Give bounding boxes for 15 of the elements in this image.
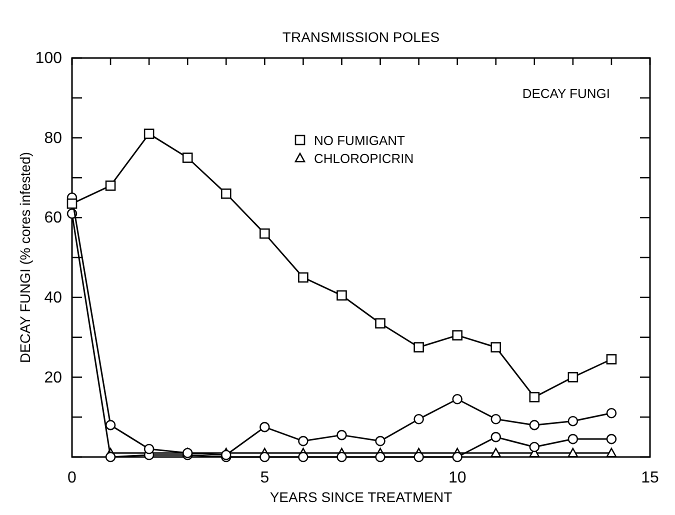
y-tick-label: 60 <box>44 210 62 227</box>
y-tick-label: 80 <box>44 130 62 147</box>
x-tick-label: 10 <box>448 469 466 486</box>
x-tick-label: 5 <box>260 469 270 486</box>
y-tick-label: 40 <box>44 290 62 307</box>
y-axis-title: DECAY FUNGI (% cores infested) <box>17 152 33 364</box>
chart-title: TRANSMISSION POLES <box>282 29 440 45</box>
y-tick-label: 100 <box>35 50 62 68</box>
x-tick-label: 0 <box>68 469 77 486</box>
annotation: DECAY FUNGI <box>522 86 610 101</box>
y-tick-label: 20 <box>44 369 62 386</box>
legend-label: NO FUMIGANT <box>314 133 406 148</box>
x-tick-label: 15 <box>641 469 659 486</box>
legend-label: CHLOROPICRIN <box>314 151 414 166</box>
x-axis-title: YEARS SINCE TREATMENT <box>270 489 453 505</box>
